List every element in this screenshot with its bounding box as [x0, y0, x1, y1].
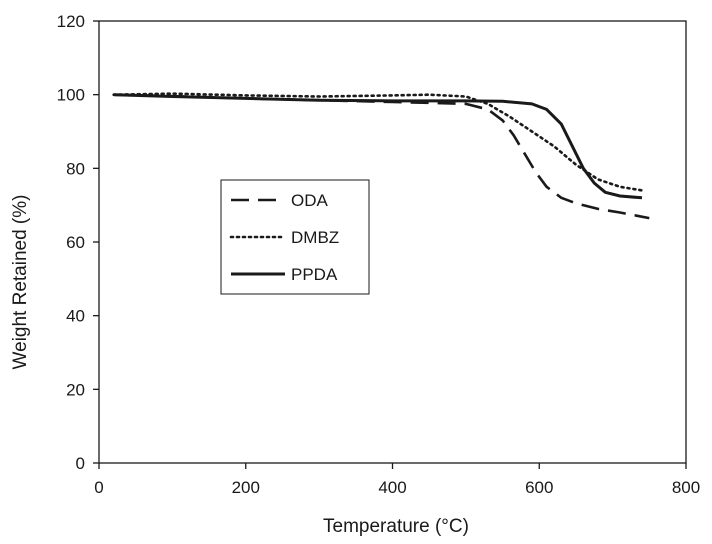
axes [98, 20, 687, 464]
x-axis-ticks: 0 200 400 600 800 [94, 463, 700, 497]
legend-label-ppda: PPDA [291, 265, 338, 284]
series-line-oda [113, 93, 650, 220]
y-tick-label: 20 [66, 380, 85, 399]
y-tick-label: 0 [76, 454, 85, 473]
plot-area [112, 92, 650, 220]
x-tick-label: 0 [94, 478, 103, 497]
x-tick-label: 600 [525, 478, 553, 497]
x-axis-label: Temperature (°C) [323, 516, 469, 537]
x-tick-label: 200 [232, 478, 260, 497]
y-tick-label: 40 [66, 307, 85, 326]
y-tick-label: 100 [57, 86, 85, 105]
x-tick-label: 400 [378, 478, 406, 497]
legend-label-dmbz: DMBZ [291, 228, 339, 247]
series-line-dmbz [112, 92, 644, 192]
y-axis-label: Weight Retained (%) [10, 195, 31, 370]
y-tick-label: 80 [66, 159, 85, 178]
legend-label-oda: ODA [291, 191, 329, 210]
y-tick-label: 120 [57, 12, 85, 31]
x-tick-label: 800 [672, 478, 700, 497]
plot-frame [98, 20, 687, 464]
y-tick-label: 60 [66, 233, 85, 252]
series-line-ppda [113, 93, 643, 200]
legend: ODA DMBZ PPDA [220, 179, 370, 295]
y-axis-ticks: 0 20 40 60 80 100 120 [57, 12, 99, 473]
